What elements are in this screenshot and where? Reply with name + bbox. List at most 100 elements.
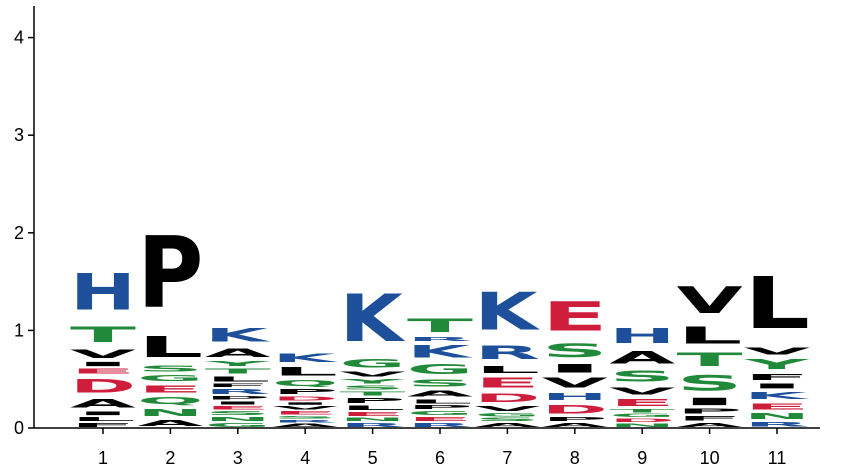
- logo-letter-T: T: [70, 322, 136, 347]
- logo-letter-Y: Y: [743, 357, 810, 372]
- y-tick-label: 3: [14, 125, 24, 145]
- logo-letter-D: D: [542, 403, 608, 417]
- logo-letter-D: D: [474, 391, 540, 405]
- logo-letter-A: A: [677, 422, 743, 428]
- logo-letter-L: L: [205, 375, 271, 383]
- logo-letter-T: T: [407, 315, 474, 336]
- logo-letter-V: V: [70, 347, 136, 360]
- logo-letter-L: L: [272, 365, 338, 378]
- logo-letter-T: T: [609, 409, 675, 414]
- logo-letter-S: S: [542, 340, 608, 361]
- logo-letter-R: R: [744, 421, 810, 428]
- logo-letter-V: V: [677, 279, 743, 321]
- logo-letter-I: I: [70, 361, 136, 368]
- logo-letter-P: P: [137, 216, 203, 331]
- x-tick-label: 3: [233, 448, 243, 468]
- logo-letter-T: T: [340, 391, 406, 397]
- logo-letter-L: L: [677, 322, 743, 349]
- y-tick-label: 0: [14, 418, 24, 438]
- logo-letter-V: V: [744, 345, 810, 357]
- logo-letter-F: F: [744, 372, 810, 382]
- logo-letter-E: E: [474, 376, 540, 391]
- logo-letter-E: E: [744, 402, 810, 412]
- y-tick-label: 2: [14, 223, 24, 243]
- x-tick-label: 7: [502, 448, 512, 468]
- logo-letter-G: G: [609, 413, 675, 418]
- x-tick-label: 5: [368, 448, 378, 468]
- logo-letter-A: A: [609, 348, 676, 367]
- x-tick-label: 11: [768, 448, 787, 468]
- logo-letter-E: E: [407, 416, 473, 422]
- logo-letter-E: E: [542, 294, 608, 341]
- x-tick-label: 8: [570, 448, 580, 468]
- logo-letter-A: A: [474, 422, 540, 428]
- logo-letter-K: K: [474, 283, 540, 343]
- logo-letter-I: I: [70, 410, 136, 416]
- logo-letter-P: P: [677, 408, 743, 416]
- logo-letter-G: G: [340, 357, 406, 371]
- logo-letter-P: P: [205, 396, 271, 401]
- logo-letter-K: K: [744, 390, 810, 402]
- logo-letter-K: K: [272, 351, 338, 365]
- logo-letter-H: H: [542, 391, 608, 403]
- logo-letter-Q: Q: [272, 378, 338, 388]
- logo-letter-V: V: [609, 385, 675, 397]
- logo-letter-N: N: [609, 423, 675, 428]
- logo-letter-A: A: [407, 389, 473, 399]
- logo-letter-P: P: [407, 405, 473, 411]
- logo-letter-S: S: [137, 364, 203, 374]
- logo-letter-E: E: [205, 406, 271, 411]
- logo-letter-A: A: [272, 423, 338, 428]
- logo-letter-R: R: [272, 419, 338, 423]
- logo-letter-D: D: [70, 375, 136, 397]
- logo-letter-R: R: [407, 336, 473, 342]
- logo-letter-L: L: [340, 405, 406, 412]
- logo-letter-H: H: [609, 325, 675, 348]
- logo-letter-V: V: [272, 406, 338, 411]
- logo-letter-S: S: [677, 370, 743, 395]
- logo-letter-S: S: [474, 417, 540, 422]
- logo-letter-E: E: [137, 383, 203, 395]
- logo-letter-A: A: [70, 397, 136, 410]
- logo-letter-N: N: [205, 416, 271, 422]
- logo-letter-S: S: [205, 411, 271, 417]
- logo-letter-I: I: [205, 401, 271, 406]
- logo-letter-V: V: [474, 405, 540, 413]
- logo-letter-R: R: [407, 422, 473, 428]
- logo-letter-L: L: [744, 262, 810, 346]
- y-tick-label: 1: [14, 320, 24, 340]
- logo-letter-Y: Y: [204, 360, 270, 368]
- logo-letter-Y: Y: [339, 378, 405, 385]
- logo-letter-K: K: [205, 325, 271, 346]
- x-tick-label: 10: [700, 448, 720, 468]
- logo-letter-P: P: [272, 388, 338, 396]
- logo-letter-V: V: [340, 371, 406, 379]
- axes: 0 1 2 3 4 1 2 3 4 5 6 7 8 9 10 11: [14, 6, 820, 468]
- logo-letter-R: R: [340, 422, 406, 428]
- logo-letter-I: I: [542, 362, 608, 376]
- logo-letter-R: R: [205, 388, 271, 396]
- logo-letter-L: L: [474, 364, 540, 376]
- logo-letter-K: K: [340, 282, 406, 357]
- logo-letter-T: T: [677, 349, 744, 370]
- logo-letter-T: T: [205, 368, 271, 376]
- logo-letter-G: G: [137, 374, 203, 384]
- logo-letter-I: I: [272, 402, 338, 406]
- logo-letter-A: A: [137, 418, 203, 428]
- logo-letter-E: E: [272, 411, 338, 416]
- logo-letter-E: E: [609, 397, 675, 409]
- logo-letter-K: K: [407, 342, 474, 362]
- logo-letter-R: R: [474, 342, 540, 364]
- logo-letter-N: N: [340, 417, 406, 422]
- logo-letter-I: I: [744, 382, 810, 390]
